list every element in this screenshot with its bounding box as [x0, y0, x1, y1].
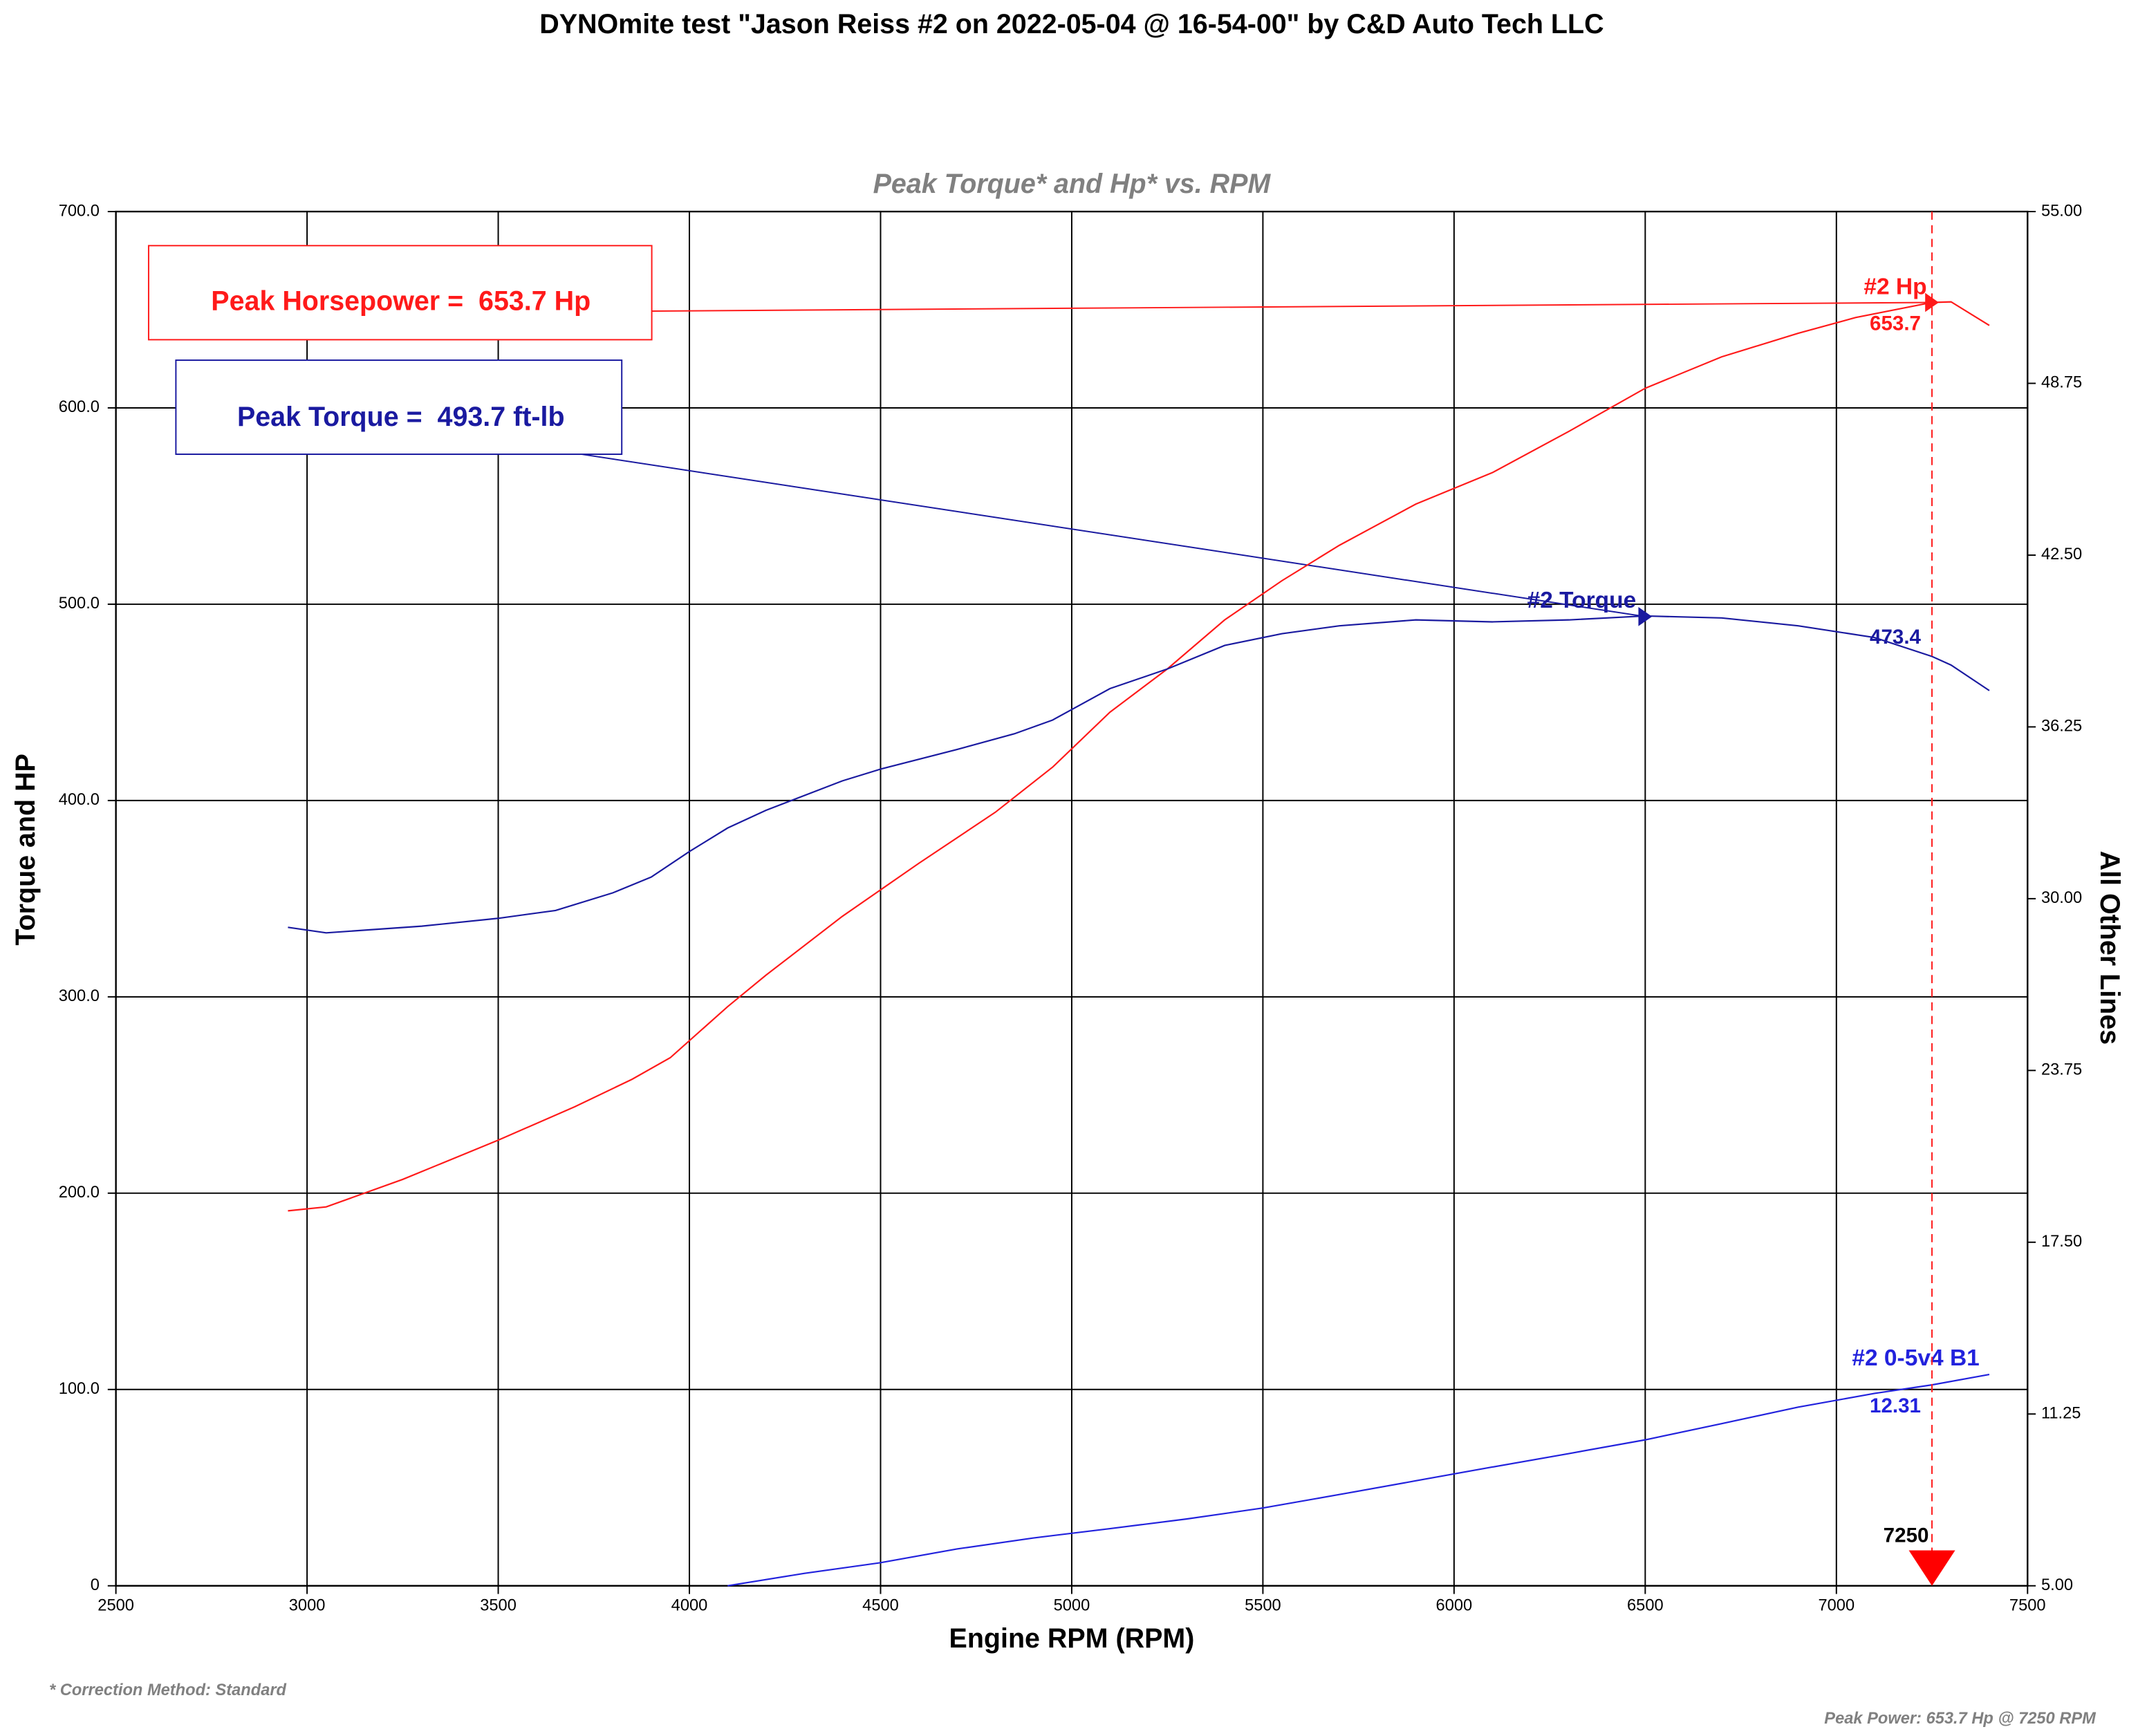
y2-tick-label: 55.00	[2041, 202, 2082, 220]
x-tick-label: 6500	[1627, 1597, 1664, 1615]
x-tick-label: 6000	[1436, 1597, 1473, 1615]
series-line	[288, 615, 1990, 934]
plot-frame	[115, 210, 2029, 1587]
y2-tick-label: 23.75	[2041, 1061, 2082, 1079]
y2-tick-label: 5.00	[2041, 1576, 2073, 1594]
y2-tick-label: 36.25	[2041, 718, 2082, 736]
annotation-box	[175, 359, 623, 456]
cursor-label: 7250	[1884, 1524, 1929, 1547]
annotation-box	[147, 245, 653, 341]
leader-line	[573, 452, 1646, 617]
series-label: #2 Torque	[1527, 588, 1637, 613]
x-tick-label: 5000	[1054, 1597, 1090, 1615]
x-tick-label: 3500	[480, 1597, 517, 1615]
value-label: 473.4	[1870, 626, 1922, 648]
value-label: 653.7	[1870, 312, 1921, 335]
x-tick-label: 7500	[2009, 1597, 2046, 1615]
y-axis-label: Torque and HP	[10, 754, 41, 945]
chart-title: DYNOmite test "Jason Reiss #2 on 2022-05…	[539, 9, 1604, 39]
footnote: Peak Power: 653.7 Hp @ 7250 RPM	[1824, 1710, 2097, 1728]
y-tick-label: 300.0	[59, 987, 100, 1005]
value-label: 12.31	[1870, 1394, 1921, 1417]
peak-marker	[1925, 292, 1939, 312]
y-tick-label: 400.0	[59, 791, 100, 809]
y2-tick-label: 42.50	[2041, 545, 2082, 563]
x-tick-label: 4000	[671, 1597, 708, 1615]
y2-tick-label: 17.50	[2041, 1233, 2082, 1251]
y-tick-label: 600.0	[59, 398, 100, 416]
x-axis-label: Engine RPM (RPM)	[949, 1623, 1195, 1654]
x-tick-label: 4500	[862, 1597, 899, 1615]
x-tick-label: 3000	[289, 1597, 326, 1615]
y-tick-label: 100.0	[59, 1380, 100, 1398]
series-line	[727, 1373, 1990, 1587]
x-tick-label: 7000	[1818, 1597, 1855, 1615]
y2-tick-label: 30.00	[2041, 889, 2082, 907]
series-label: #2 Hp	[1863, 274, 1926, 299]
series-line	[288, 301, 1990, 1212]
leader-line	[651, 301, 1933, 312]
y-tick-label: 200.0	[59, 1184, 100, 1202]
peak-marker	[1638, 607, 1653, 626]
y2-axis-label: All Other Lines	[2094, 851, 2125, 1045]
x-tick-label: 5500	[1245, 1597, 1281, 1615]
y-tick-label: 500.0	[59, 595, 100, 613]
y-tick-label: 700.0	[59, 202, 100, 220]
annotation: Peak Torque = 493.7 ft-lb	[237, 402, 565, 432]
footnote: * Correction Method: Standard	[49, 1681, 287, 1699]
x-tick-label: 2500	[97, 1597, 134, 1615]
y-tick-label: 0	[91, 1576, 100, 1594]
cursor-marker	[1908, 1550, 1955, 1586]
y2-tick-label: 48.75	[2041, 374, 2082, 392]
chart-subtitle: Peak Torque* and Hp* vs. RPM	[873, 169, 1272, 199]
annotation: Peak Horsepower = 653.7 Hp	[211, 286, 591, 317]
series-label: #2 0-5v4 B1	[1852, 1345, 1979, 1371]
y2-tick-label: 11.25	[2041, 1405, 2081, 1423]
